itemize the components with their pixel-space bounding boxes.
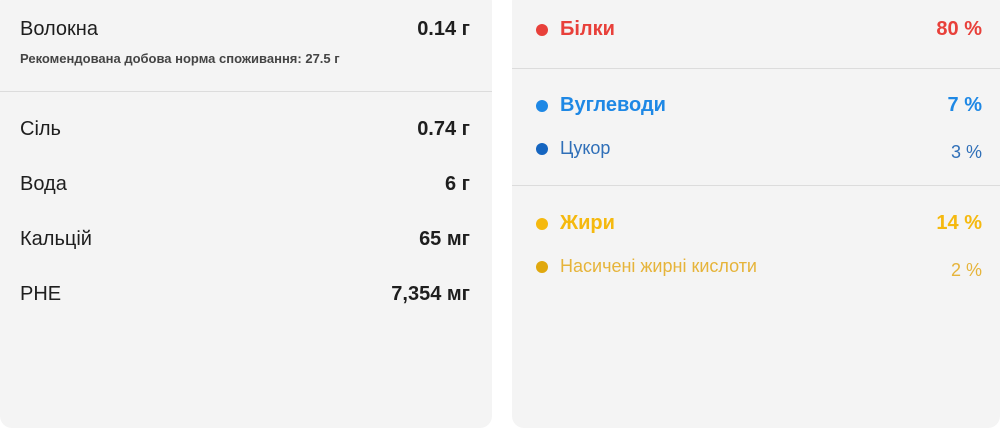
protein-label: Білки xyxy=(560,18,615,40)
nutrients-card: Волокна 0.14 г Рекомендована добова норм… xyxy=(0,0,492,428)
divider xyxy=(512,68,1000,69)
sugar-value: 3 % xyxy=(950,142,982,162)
fat-row: Жири 14 % xyxy=(536,212,982,235)
saturated-value: 2 % xyxy=(950,260,982,280)
row-label: PHE xyxy=(20,283,62,305)
protein-dot-icon xyxy=(536,23,548,36)
row-value: 0.74 г xyxy=(417,118,470,140)
saturated-dot-icon xyxy=(536,260,548,273)
carbs-value: 7 % xyxy=(947,94,982,116)
fat-label: Жири xyxy=(560,212,615,234)
salt-row: Сіль 0.74 г xyxy=(20,118,470,141)
calcium-row: Кальцій 65 мг xyxy=(20,228,470,251)
divider xyxy=(512,185,1000,186)
carbs-row: Вуглеводи 7 % xyxy=(536,94,982,117)
fat-dot-icon xyxy=(536,217,548,230)
saturated-fat-row: Насичені жирні кислоти 2 % xyxy=(536,252,982,281)
macros-card: Білки 80 % Вуглеводи 7 % Цукор 3 % Жири … xyxy=(512,0,1000,428)
fiber-recommendation: Рекомендована добова норма споживання: 2… xyxy=(20,51,340,66)
protein-row: Білки 80 % xyxy=(536,18,982,41)
protein-value: 80 % xyxy=(936,18,982,40)
fiber-label: Волокна xyxy=(20,18,98,40)
sugar-dot-icon xyxy=(536,142,548,155)
sugar-label: Цукор xyxy=(560,138,611,158)
row-value: 65 мг xyxy=(419,228,470,250)
fat-value: 14 % xyxy=(936,212,982,234)
saturated-label: Насичені жирні кислоти xyxy=(560,256,757,276)
carbs-dot-icon xyxy=(536,99,548,112)
phe-row: PHE 7,354 мг xyxy=(20,283,470,306)
carbs-label: Вуглеводи xyxy=(560,94,666,116)
row-label: Кальцій xyxy=(20,228,92,250)
fiber-value: 0.14 г xyxy=(417,18,470,40)
fiber-row: Волокна 0.14 г xyxy=(20,18,470,41)
water-row: Вода 6 г xyxy=(20,173,470,196)
row-value: 6 г xyxy=(444,173,470,195)
row-label: Вода xyxy=(20,173,67,195)
row-value: 7,354 мг xyxy=(391,283,470,305)
row-label: Сіль xyxy=(20,118,61,140)
sugar-row: Цукор 3 % xyxy=(536,134,982,163)
divider xyxy=(0,91,492,92)
